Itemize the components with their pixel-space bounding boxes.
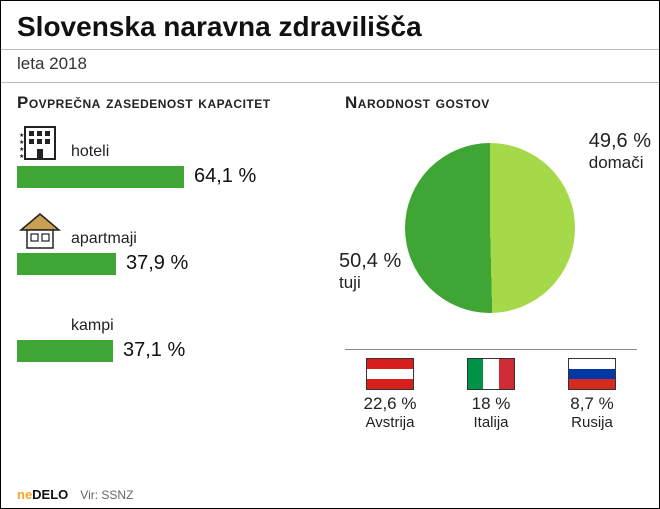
pie-label-domestic: 49,6 % domači — [589, 129, 651, 173]
bar-value: 37,9 % — [126, 252, 188, 275]
foreign-breakdown: 22,6 % Avstrija 18 % Italija 8,7 % Rusij… — [345, 349, 637, 431]
flag-pct: 22,6 % — [345, 394, 435, 414]
flag-pct: 18 % — [446, 394, 536, 414]
bar-value: 37,1 % — [123, 339, 185, 362]
flag-item: 8,7 % Rusija — [547, 358, 637, 431]
svg-text:★: ★ — [19, 153, 24, 160]
bar — [17, 340, 113, 362]
flag-country: Avstrija — [345, 414, 435, 431]
hotel-icon: ★★ ★★ — [17, 123, 63, 163]
bar-value: 64,1 % — [194, 165, 256, 188]
source-label: Vir: SSNZ — [80, 488, 133, 502]
bar-label: kampi — [71, 317, 114, 335]
page-title: Slovenska naravna zdravilišča — [17, 11, 643, 43]
bar — [17, 253, 116, 275]
bar-label: hoteli — [71, 143, 109, 161]
flag-item: 22,6 % Avstrija — [345, 358, 435, 431]
pie-chart: 49,6 % domači 50,4 % tuji — [345, 123, 645, 343]
footer: neDELO Vir: SSNZ — [17, 487, 133, 502]
flag-icon — [568, 358, 616, 390]
subtitle: leta 2018 — [1, 50, 659, 83]
flag-item: 18 % Italija — [446, 358, 536, 431]
svg-text:★: ★ — [19, 146, 24, 153]
flag-country: Italija — [446, 414, 536, 431]
bar-chart: ★★ ★★ hoteli 64,1 % apartmaji 37,9 % kam… — [17, 123, 337, 362]
body: Povprečna zasedenost kapacitet ★★ ★★ hot… — [1, 83, 659, 431]
flag-pct: 8,7 % — [547, 394, 637, 414]
occupancy-section: Povprečna zasedenost kapacitet ★★ ★★ hot… — [17, 93, 337, 431]
svg-text:★: ★ — [19, 139, 24, 146]
pie — [405, 143, 575, 313]
logo: neDELO — [17, 487, 68, 502]
flag-country: Rusija — [547, 414, 637, 431]
pie-label-foreign: 50,4 % tuji — [339, 249, 401, 293]
bar-label: apartmaji — [71, 230, 137, 248]
infographic: Slovenska naravna zdravilišča leta 2018 … — [0, 0, 660, 509]
bar-item: kampi 37,1 % — [17, 297, 337, 362]
header: Slovenska naravna zdravilišča — [1, 1, 659, 50]
nationality-title: Narodnost gostov — [345, 93, 637, 113]
bar — [17, 166, 184, 188]
bar-item: ★★ ★★ hoteli 64,1 % — [17, 123, 337, 188]
occupancy-title: Povprečna zasedenost kapacitet — [17, 93, 337, 113]
nationality-section: Narodnost gostov 49,6 % domači 50,4 % tu… — [337, 93, 637, 431]
svg-text:★: ★ — [19, 132, 24, 139]
apartment-icon — [17, 210, 63, 250]
bar-item: apartmaji 37,9 % — [17, 210, 337, 275]
flag-icon — [467, 358, 515, 390]
camp-icon — [17, 297, 63, 337]
flag-icon — [366, 358, 414, 390]
